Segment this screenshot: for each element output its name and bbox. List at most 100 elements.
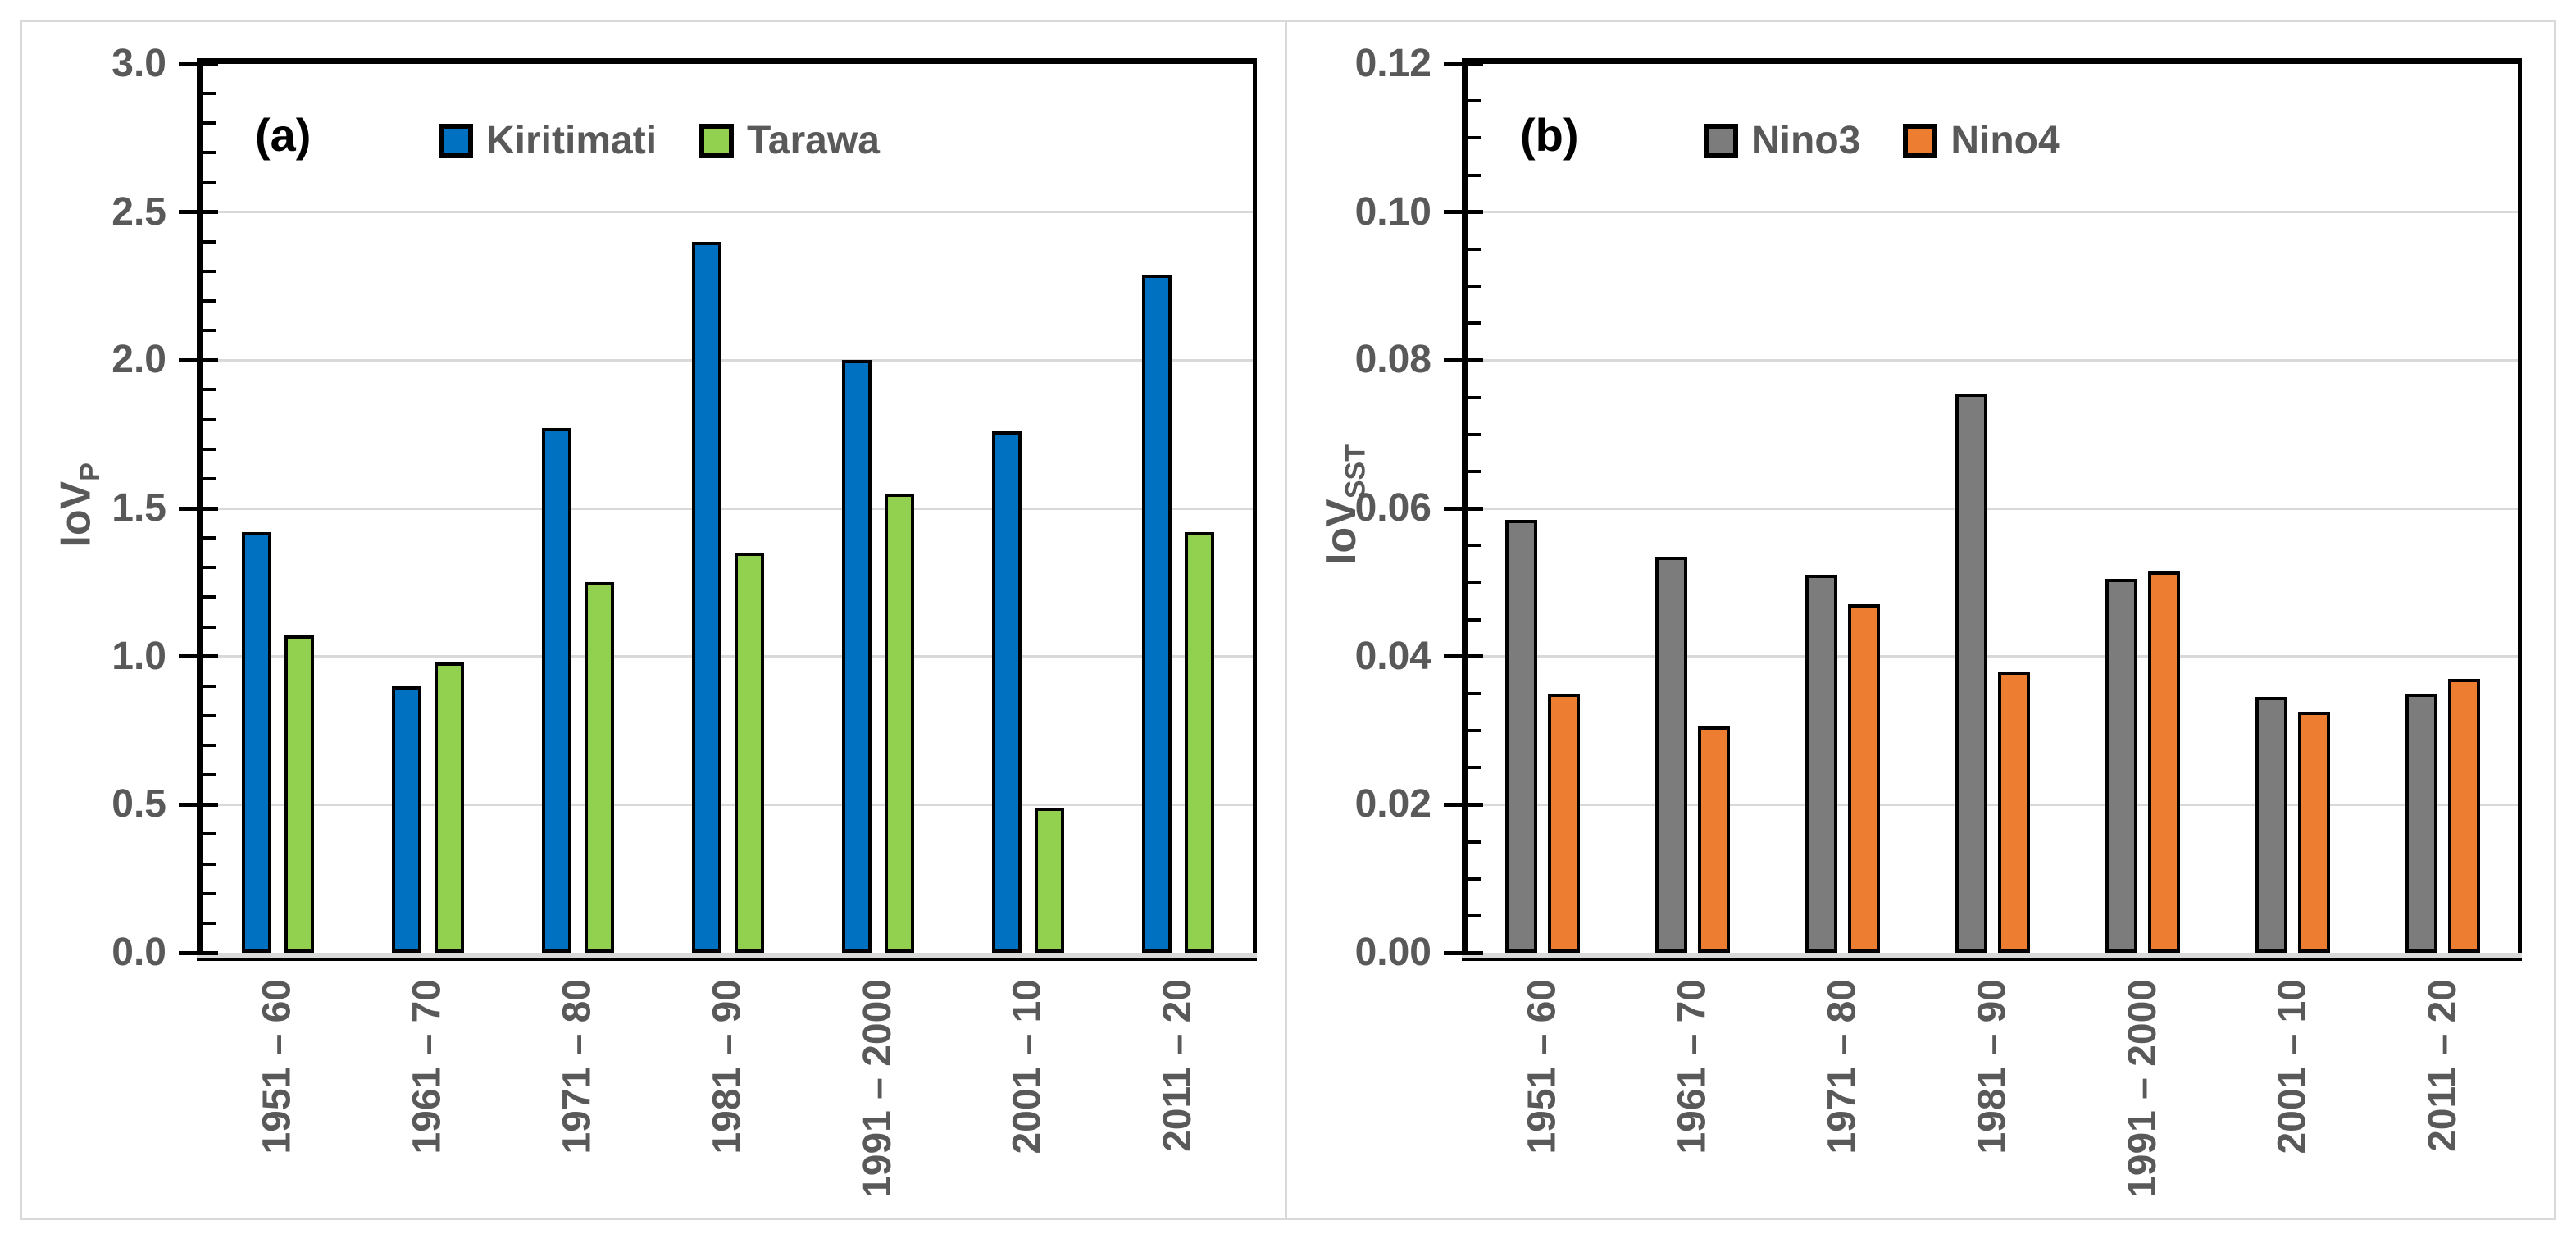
- panel-b-y-minor-tick: [1468, 173, 1481, 177]
- bar-nino4-1981: [1998, 671, 2030, 953]
- panel-a-y-minor-tick: [203, 684, 216, 688]
- bar-tarawa-1971: [584, 582, 614, 953]
- x-tick-label: 2001 – 10: [2270, 979, 2314, 1154]
- panel-a-y-major-tick: [179, 61, 218, 66]
- panel-b-gridline: [1468, 803, 2518, 806]
- panel-b-y-minor-tick: [1468, 395, 1481, 399]
- panel-a-y-minor-tick: [203, 536, 216, 540]
- bar-kiritimati-1981: [691, 241, 721, 953]
- panel-b-y-minor-tick: [1468, 766, 1481, 770]
- panel-b-y-major-tick: [1444, 61, 1483, 66]
- panel-a-y-axis-line: [197, 58, 203, 953]
- x-tick-label: 2011 – 20: [1155, 979, 1199, 1152]
- legend-item-kiritimati: Kiritimati: [439, 121, 657, 161]
- panel-b-y-minor-tick: [1468, 544, 1481, 548]
- nino3-swatch-icon: [1704, 124, 1738, 158]
- legend-item-tarawa: Tarawa: [699, 121, 880, 161]
- legend-item-nino4: Nino4: [1903, 119, 2060, 162]
- panel-a-y-minor-tick: [203, 447, 216, 451]
- panel-a-y-minor-tick: [203, 329, 216, 333]
- panel-a-legend: Kiritimati Tarawa: [439, 121, 880, 161]
- x-tick-label: 1971 – 80: [1820, 979, 1864, 1154]
- panel-b-y-major-tick: [1444, 802, 1483, 807]
- panel-a-y-minor-tick: [203, 773, 216, 777]
- bar-nino3-2001: [2255, 697, 2287, 953]
- panel-a-y-minor-tick: [203, 744, 216, 748]
- panel-a-y-minor-tick: [203, 566, 216, 570]
- panel-b-y-tick-label: 0.08: [1354, 338, 1431, 382]
- panel-b-y-minor-tick: [1468, 840, 1481, 844]
- panel-a-y-minor-tick: [203, 269, 216, 273]
- panel-b-y-tick-label: 0.04: [1354, 634, 1431, 678]
- panel-b-x-axis-shadow: [1462, 953, 2522, 958]
- panel-a-y-minor-tick: [203, 891, 216, 895]
- panel-a-y-minor-tick: [203, 832, 216, 836]
- panel-a-plot-top-border: [197, 58, 1257, 64]
- panel-a-y-minor-tick: [203, 92, 216, 96]
- panel-a-y-tick-label: 0.5: [112, 782, 166, 826]
- panel-b-y-major-tick: [1444, 950, 1483, 955]
- legend-item-nino3: Nino3: [1704, 121, 1860, 161]
- panel-a-y-major-tick: [179, 210, 218, 215]
- panel-b-y-tick-label: 0.02: [1354, 782, 1431, 826]
- bar-nino3-1981: [1955, 393, 1987, 953]
- panel-a-y-minor-tick: [203, 299, 216, 303]
- bar-nino4-1991: [2148, 571, 2180, 953]
- panel-a-y-tick-label: 3.0: [112, 42, 166, 85]
- panel-a-y-major-tick: [179, 950, 218, 955]
- panel-b-y-minor-tick: [1468, 136, 1481, 140]
- panel-b-y-tick-label: 0.10: [1354, 189, 1431, 234]
- panel-a-y-minor-tick: [203, 625, 216, 629]
- panel-b-plot: (b) Nino3 Nino4 IoVSST 0.12 0.10 0.08 0.06 0…: [1318, 42, 2522, 1198]
- legend-label-nino4: Nino4: [1950, 119, 2060, 162]
- panel-b-y-minor-tick: [1468, 729, 1481, 732]
- panel-a-y-minor-tick: [203, 151, 216, 155]
- bar-nino4-2001: [2298, 712, 2330, 953]
- bar-kiritimati-1961: [391, 685, 421, 953]
- bar-tarawa-1961: [434, 662, 464, 953]
- panel-b-plot-right-border: [2518, 58, 2522, 953]
- panel-a-y-minor-tick: [203, 121, 216, 125]
- panel-a-letter: (a): [255, 109, 312, 161]
- x-tick-label: 1951 – 60: [255, 979, 299, 1154]
- panel-a-y-tick-label: 2.5: [112, 189, 166, 234]
- x-tick-label: 1961 – 70: [1670, 979, 1714, 1154]
- bar-tarawa-2001: [1034, 807, 1064, 953]
- x-tick-label: 1951 – 60: [1520, 979, 1564, 1154]
- panel-b-y-tick-label: 0.00: [1354, 931, 1431, 974]
- panel-a-x-axis-line: [197, 958, 1257, 961]
- panel-a-y-minor-tick: [203, 388, 216, 392]
- panel-b-y-minor-tick: [1468, 913, 1481, 917]
- panel-b-y-minor-tick: [1468, 876, 1481, 881]
- bar-nino3-1961: [1655, 556, 1687, 953]
- panel-a-y-tick-label: 0.0: [112, 931, 166, 974]
- panel-b-y-minor-tick: [1468, 247, 1481, 251]
- panel-b-y-tick-label: 0.12: [1354, 42, 1431, 85]
- x-tick-label: 1981 – 90: [705, 979, 749, 1154]
- panel-b-y-minor-tick: [1468, 432, 1481, 436]
- bar-kiritimati-1951: [241, 531, 271, 953]
- panel-a: (a) Kiritimati Tarawa IoVP 3.0 2.5 2.0 1.5 1…: [20, 20, 1287, 1220]
- bar-kiritimati-1991: [841, 360, 872, 953]
- bar-nino3-1971: [1805, 575, 1837, 953]
- panel-b-y-minor-tick: [1468, 617, 1481, 622]
- panel-b-x-axis-line: [1462, 958, 2522, 961]
- bar-nino3-1951: [1505, 519, 1537, 953]
- panel-b-y-major-tick: [1444, 210, 1483, 215]
- panel-b: (b) Nino3 Nino4 IoVSST 0.12 0.10 0.08 0.06 0…: [1287, 20, 2556, 1220]
- bar-kiritimati-2001: [991, 431, 1022, 953]
- panel-a-y-minor-tick: [203, 862, 216, 866]
- panel-a-plot: (a) Kiritimati Tarawa IoVP 3.0 2.5 2.0 1.5 1…: [52, 42, 1257, 1198]
- panel-b-y-minor-tick: [1468, 321, 1481, 326]
- bar-nino4-1971: [1848, 604, 1880, 953]
- x-tick-label: 2001 – 10: [1005, 979, 1049, 1154]
- x-tick-label: 1991 – 2000: [2120, 979, 2164, 1198]
- panel-b-y-minor-tick: [1468, 285, 1481, 288]
- panel-b-plot-top-border: [1462, 58, 2522, 64]
- panel-b-y-minor-tick: [1468, 691, 1481, 695]
- panel-b-y-tick-label: 0.06: [1354, 486, 1431, 530]
- bar-kiritimati-1971: [541, 428, 571, 953]
- bar-nino3-1991: [2105, 578, 2137, 953]
- panel-a-y-tick-label: 2.0: [112, 338, 166, 382]
